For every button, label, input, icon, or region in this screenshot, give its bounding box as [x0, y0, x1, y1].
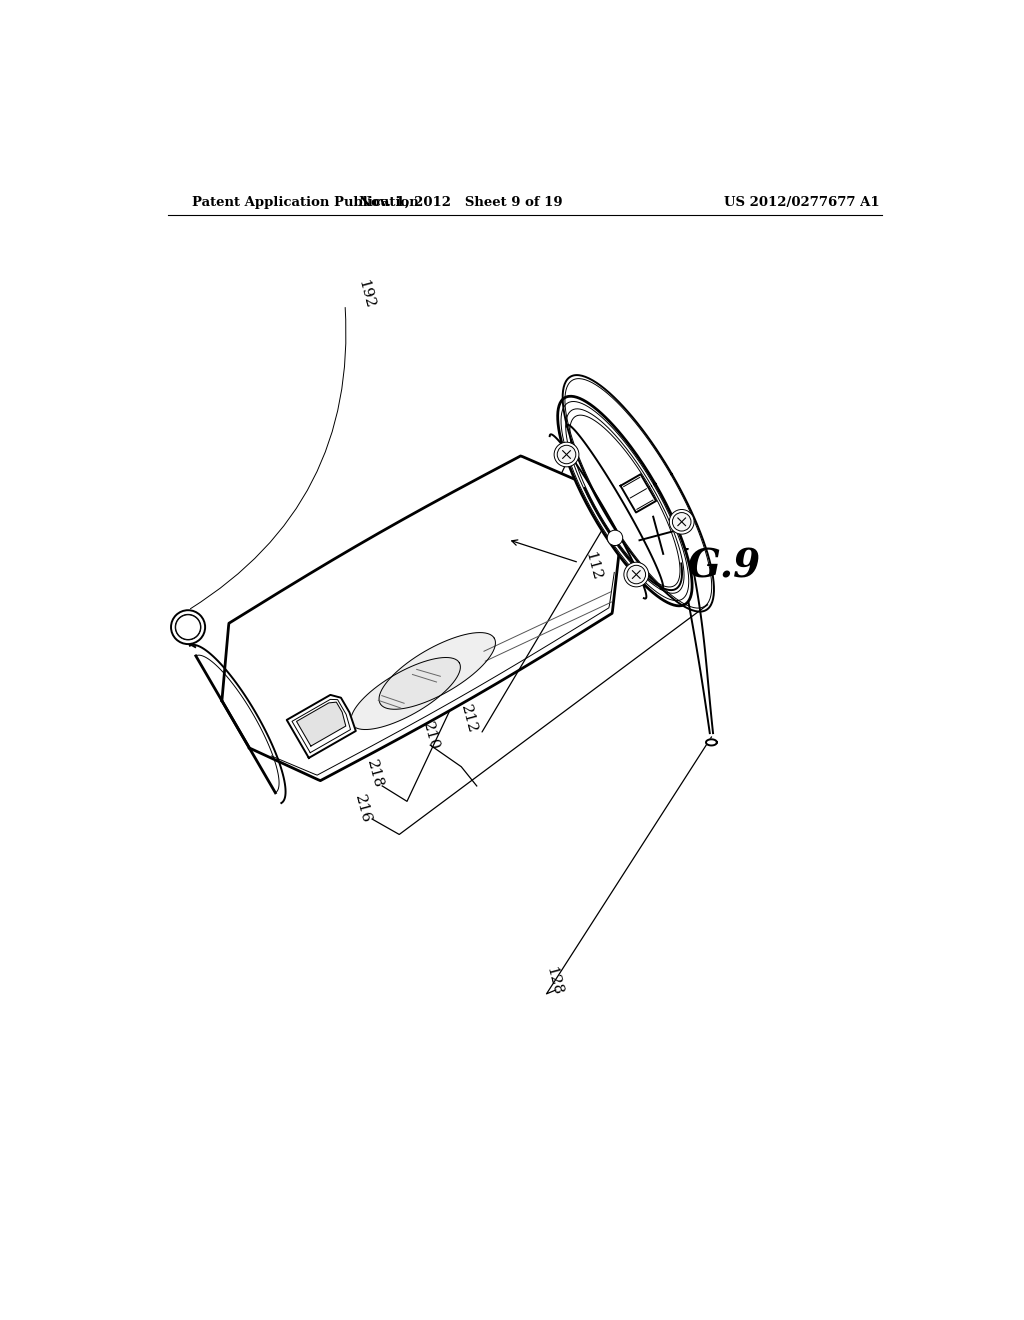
Text: 218: 218	[364, 759, 385, 791]
Circle shape	[176, 615, 201, 639]
Text: 212: 212	[459, 704, 479, 735]
Text: US 2012/0277677 A1: US 2012/0277677 A1	[724, 195, 880, 209]
Text: 192: 192	[355, 279, 377, 310]
Polygon shape	[379, 632, 496, 709]
Polygon shape	[621, 474, 656, 512]
Circle shape	[670, 510, 694, 535]
Circle shape	[171, 610, 205, 644]
Circle shape	[673, 512, 691, 531]
Polygon shape	[222, 455, 625, 780]
Circle shape	[624, 562, 648, 587]
Circle shape	[557, 445, 575, 463]
Polygon shape	[287, 694, 355, 758]
Polygon shape	[297, 702, 346, 746]
Circle shape	[554, 442, 579, 467]
Circle shape	[627, 565, 645, 583]
Circle shape	[607, 531, 623, 545]
Polygon shape	[558, 396, 692, 606]
Text: FIG.9: FIG.9	[642, 548, 761, 586]
Text: 128: 128	[544, 965, 565, 997]
Circle shape	[176, 615, 201, 639]
Text: 216: 216	[352, 793, 374, 825]
Text: 210: 210	[420, 719, 440, 752]
Polygon shape	[351, 657, 461, 730]
Text: Patent Application Publication: Patent Application Publication	[193, 195, 419, 209]
Polygon shape	[706, 739, 717, 746]
Text: Nov. 1, 2012   Sheet 9 of 19: Nov. 1, 2012 Sheet 9 of 19	[359, 195, 563, 209]
Text: 112: 112	[583, 550, 603, 582]
